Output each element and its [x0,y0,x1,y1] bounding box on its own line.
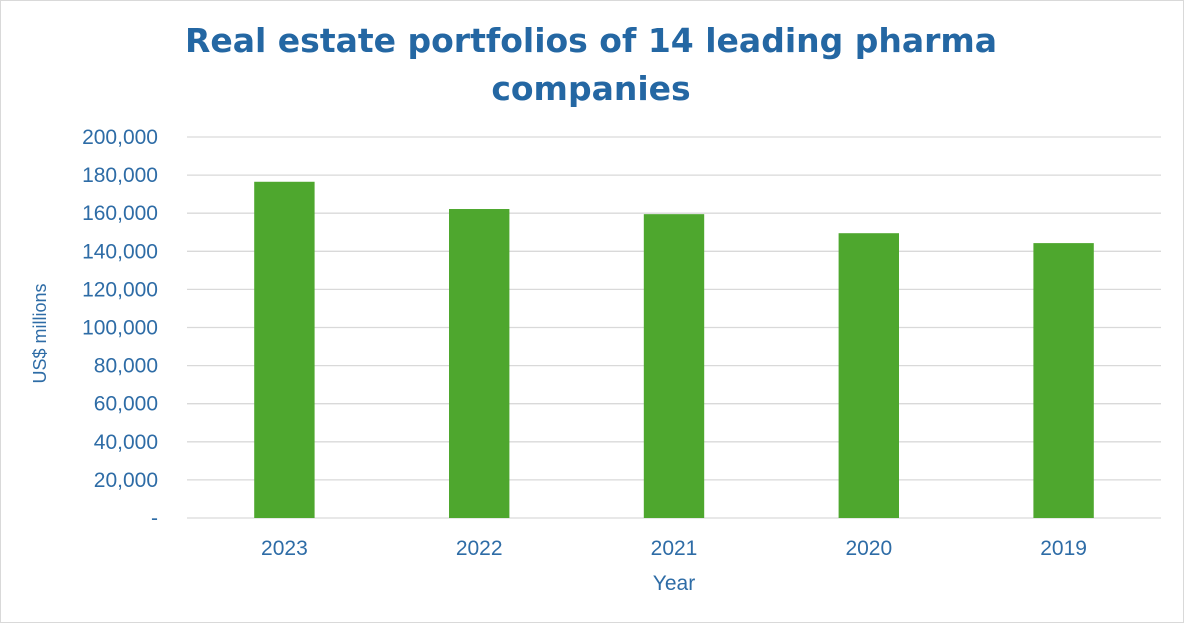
x-tick-labels: 2023 2022 2021 2020 2019 [261,537,1087,560]
y-tick-label: 180,000 [82,164,158,187]
y-tick-label: 80,000 [94,355,158,378]
bar-2022 [449,209,510,518]
y-tick-label: 120,000 [82,278,158,301]
bar-2023 [254,181,315,518]
x-tick-label: 2023 [261,537,308,560]
bars [254,181,1094,518]
y-tick-label: 200,000 [82,126,158,149]
y-tick-labels: - 20,000 40,000 60,000 80,000 100,000 120,000 1… [82,126,158,530]
bar-2020 [838,233,899,518]
y-tick-label: 140,000 [82,240,158,263]
y-tick-label: - [151,507,158,530]
bar-2019 [1033,243,1094,518]
x-tick-label: 2020 [845,537,892,560]
y-tick-label: 100,000 [82,317,158,340]
y-tick-label: 60,000 [94,393,158,416]
bar-2021 [643,214,705,518]
x-tick-label: 2019 [1040,537,1087,560]
y-tick-label: 40,000 [94,431,158,454]
chart-title: Real estate portfolios of 14 leading pha… [184,21,998,108]
x-axis-title: Year [653,572,695,595]
y-tick-label: 20,000 [94,469,158,492]
y-axis-title: US$ millions [30,283,50,383]
y-tick-label: 160,000 [82,202,158,225]
x-tick-label: 2022 [456,537,503,560]
x-tick-label: 2021 [651,537,698,560]
